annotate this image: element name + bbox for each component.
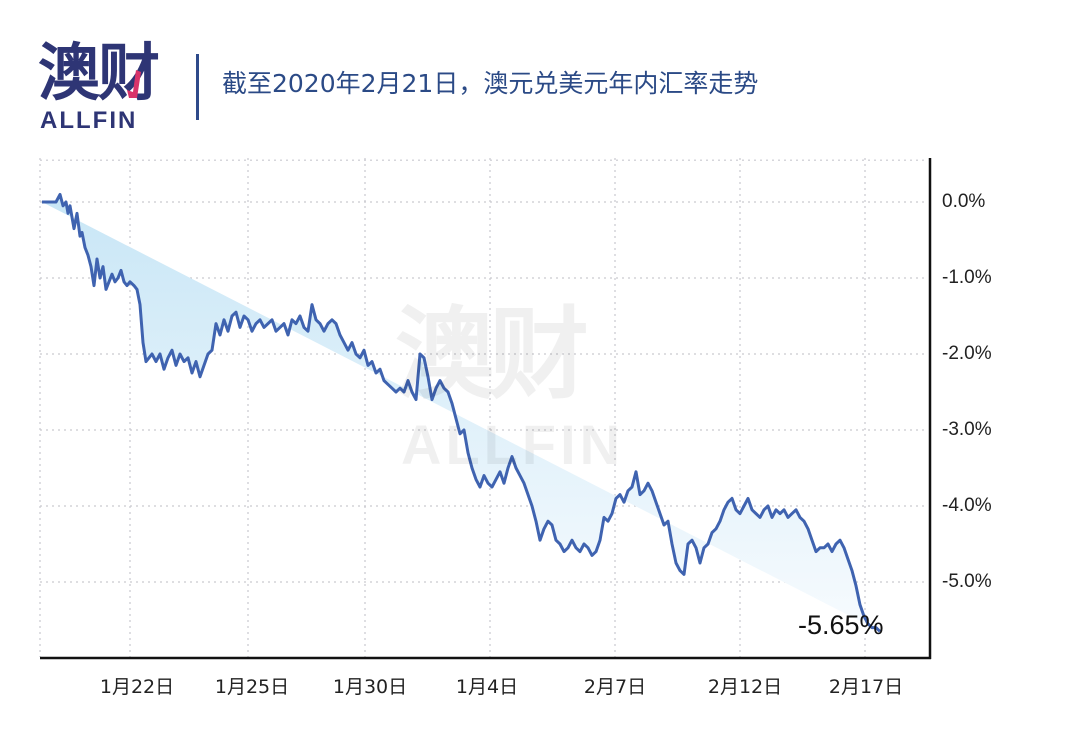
rate-line — [42, 192, 882, 633]
latest-value-annotation: -5.65% — [798, 610, 884, 640]
y-tick-label: -1.0% — [942, 267, 992, 288]
y-tick-label: -5.0% — [942, 571, 992, 592]
x-tick-label: 1月22日 — [99, 676, 175, 698]
x-tick-label: 2月12日 — [707, 676, 783, 698]
x-tick-label: 2月17日 — [828, 676, 904, 698]
logo-accent-icon — [127, 70, 141, 98]
chart-title: 截至2020年2月21日，澳元兑美元年内汇率走势 — [222, 69, 759, 98]
y-tick-label: -3.0% — [942, 419, 992, 440]
area-fill — [42, 194, 880, 632]
y-tick-label: 0.0% — [942, 191, 986, 212]
x-tick-label: 1月30日 — [332, 676, 408, 698]
y-tick-label: -4.0% — [942, 495, 992, 516]
header-divider — [196, 54, 199, 120]
x-tick-label: 1月4日 — [455, 676, 519, 698]
logo-english-text: ALLFIN — [40, 107, 138, 134]
y-tick-label: -2.0% — [942, 343, 992, 364]
allfin-logo: 澳财 ALLFIN — [38, 40, 168, 135]
gridlines — [39, 158, 928, 657]
x-tick-label: 2月7日 — [583, 676, 647, 698]
x-tick-label: 1月25日 — [214, 676, 290, 698]
